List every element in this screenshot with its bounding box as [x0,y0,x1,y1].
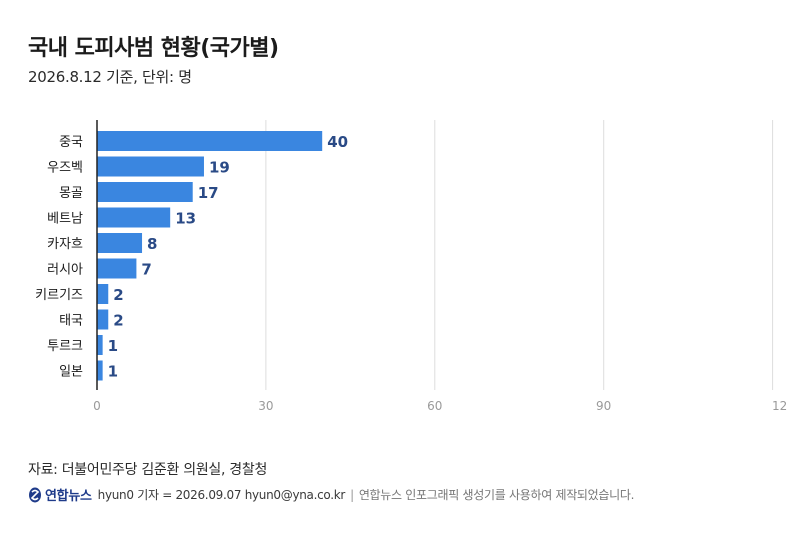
category-label: 키르기즈 [35,288,83,303]
category-label: 몽골 [59,186,83,201]
yonhap-logo-icon [29,487,41,502]
credit-line: 연합뉴스 hyun0 기자 = 2026.09.07 hyun0@yna.co.… [28,485,634,504]
value-label: 40 [327,133,348,151]
category-label: 카자흐 [47,237,83,252]
x-tick-label: 0 [93,399,101,413]
bar [97,233,143,253]
value-label: 17 [198,184,219,202]
category-label: 우즈벡 [47,161,83,176]
bar [97,309,109,330]
byline: hyun0 기자 = 2026.09.07 hyun0@yna.co.kr [97,488,346,502]
x-tick-label: 30 [258,399,273,413]
bar [97,182,193,202]
generator-note: 연합뉴스 인포그래픽 생성기를 사용하여 제작되었습니다. [358,488,635,502]
x-tick-label: 90 [596,399,611,413]
bar [97,335,103,355]
category-label: 중국 [59,135,83,150]
bar [97,207,171,228]
value-label: 7 [141,261,151,279]
value-label: 1 [108,363,118,381]
chart-subtitle: 2026.8.12 기준, 단위: 명 [28,68,192,86]
bar-chart: 중국 40 우즈벡 19 몽골 17 베트남 13 카자흐 8 러시아 7 키르기즈 2 태국 2 투르크 1 일본… [35,120,787,413]
value-label: 2 [113,286,123,304]
value-label: 2 [113,312,123,330]
bar [97,156,204,177]
bar [97,284,109,304]
category-label: 일본 [59,365,83,380]
yonhap-logo: 연합뉴스 [28,485,92,504]
value-label: 19 [209,159,230,177]
logo-text: 연합뉴스 [45,489,92,504]
separator: | [350,487,354,502]
value-label: 13 [175,210,196,228]
category-label: 투르크 [47,339,83,354]
x-tick-label: 60 [427,399,442,413]
source-note: 자료: 더불어민주당 김준환 의원실, 경찰청 [28,462,268,478]
chart-area: 중국 40 우즈벡 19 몽골 17 베트남 13 카자흐 8 러시아 7 키르기즈 2 태국 2 투르크 1 일본… [0,118,800,418]
bar [97,258,137,279]
category-label: 태국 [59,314,83,329]
chart-title: 국내 도피사범 현황(국가별) [28,36,279,61]
category-label: 러시아 [47,263,83,278]
x-tick-label: 12 [772,399,787,413]
value-label: 8 [147,235,157,253]
value-label: 1 [108,337,118,355]
bar [97,131,323,151]
bar [97,360,103,381]
category-label: 베트남 [47,212,83,227]
